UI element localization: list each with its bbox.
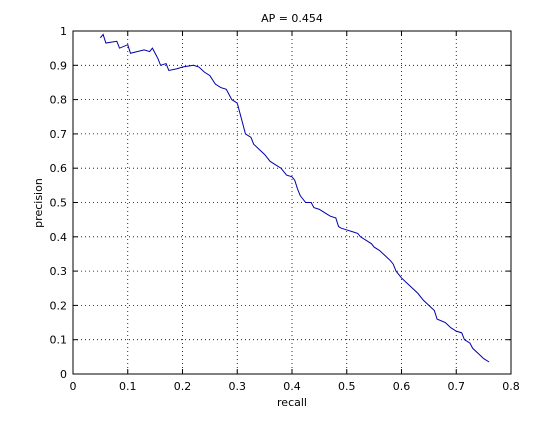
y-tick-label: 0.7 (50, 128, 68, 141)
x-axis-label: recall (277, 396, 307, 409)
x-tick-label: 0.1 (119, 380, 137, 393)
axes-box (72, 30, 512, 375)
x-tick-label: 0.3 (229, 380, 247, 393)
y-tick-label: 0.4 (50, 231, 68, 244)
chart-title: AP = 0.454 (261, 12, 323, 25)
x-tick-label: 0.6 (393, 380, 411, 393)
y-tick-label: 0 (60, 368, 67, 381)
x-tick-label: 0.2 (174, 380, 192, 393)
y-tick-label: 0.9 (50, 59, 68, 72)
y-tick-label: 1 (60, 25, 67, 38)
y-axis-label: precision (32, 178, 45, 228)
x-tick-label: 0.5 (338, 380, 356, 393)
y-tick-label: 0.3 (50, 265, 68, 278)
y-tick-label: 0.8 (50, 94, 68, 107)
y-tick-label: 0.2 (50, 299, 68, 312)
y-tick-label: 0.6 (50, 162, 68, 175)
x-tick-label: 0.7 (448, 380, 466, 393)
x-tick-label: 0.4 (283, 380, 301, 393)
x-tick-label: 0.8 (502, 380, 520, 393)
pr-curve (99, 33, 490, 363)
y-tick-label: 0.1 (50, 334, 68, 347)
x-tick-label: 0 (70, 380, 77, 393)
y-tick-label: 0.5 (50, 197, 68, 210)
